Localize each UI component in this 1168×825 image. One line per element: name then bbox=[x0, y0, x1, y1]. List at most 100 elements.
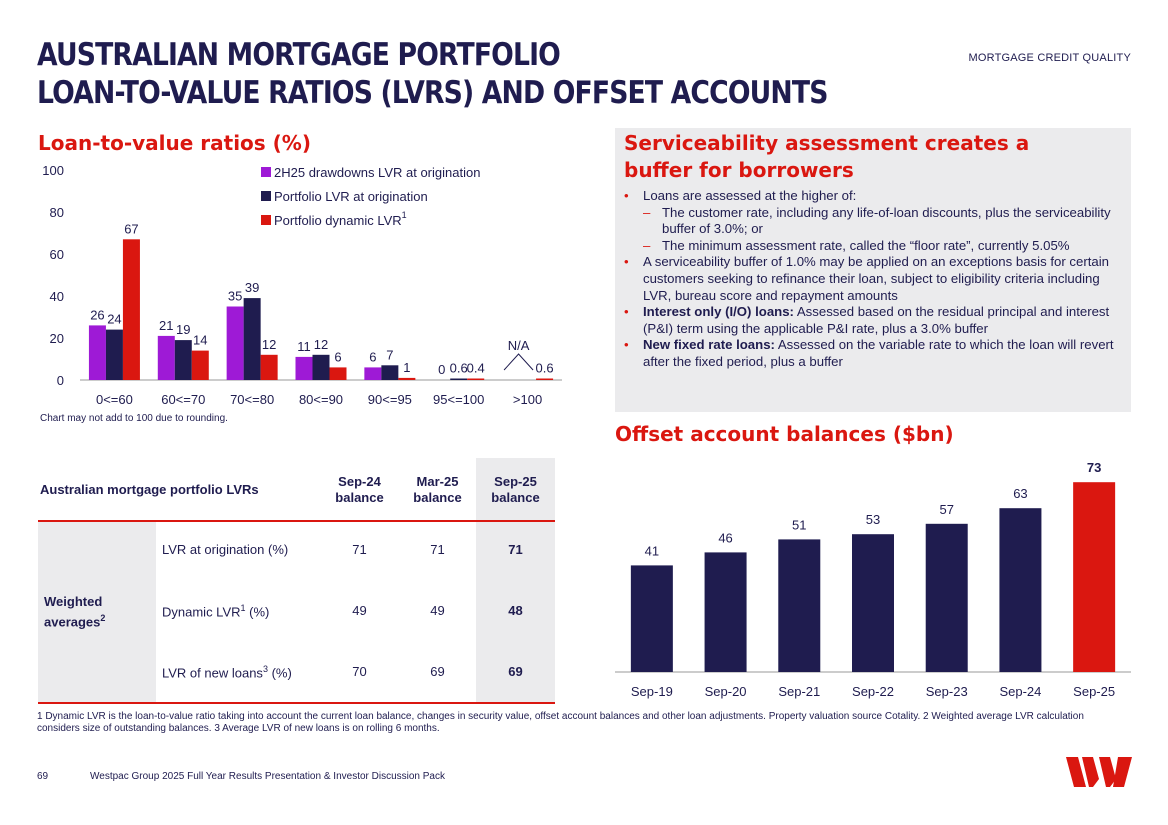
bar-value-label: 1 bbox=[403, 360, 410, 375]
bar-3-4 bbox=[398, 377, 416, 380]
col-header-sep25: Sep-25 balance bbox=[476, 474, 555, 506]
bar-value-label: 11 bbox=[297, 339, 311, 354]
offset-chart-heading: Offset account balances ($bn) bbox=[615, 422, 954, 446]
col-header-mar25: Mar-25 balance bbox=[398, 474, 477, 506]
serviceability-list: Loans are assessed at the higher of: The… bbox=[624, 188, 1129, 371]
col-header-sep24-l2: balance bbox=[335, 490, 384, 505]
row-3-sep24: 70 bbox=[352, 664, 367, 679]
westpac-logo bbox=[1066, 757, 1132, 787]
row-label-new-loans: LVR of new loans3 (%) bbox=[162, 664, 292, 680]
bar-3-6 bbox=[536, 378, 554, 380]
bar-value-label: 0 bbox=[438, 362, 445, 377]
y-tick-label: 100 bbox=[42, 163, 64, 178]
bar-3-5 bbox=[467, 378, 485, 380]
bar-value-label: 12 bbox=[314, 337, 328, 352]
row-group-label-l2-wrap: averages2 bbox=[44, 610, 105, 630]
row-2-sup: 1 bbox=[240, 603, 246, 613]
row-group-label-l2: averages bbox=[44, 614, 101, 630]
offset-x-tick-label: Sep-21 bbox=[778, 684, 820, 699]
col-header-sep25-l2: balance bbox=[491, 490, 540, 505]
col-header-mar25-l1: Mar-25 bbox=[416, 474, 459, 489]
lvr-legend: 2H25 drawdowns LVR at origination Portfo… bbox=[261, 160, 480, 232]
offset-bar-value: 51 bbox=[792, 517, 806, 532]
page-title-line-2: LOAN-TO-VALUE RATIOS (LVRS) AND OFFSET A… bbox=[37, 75, 828, 111]
bar-value-label: 6 bbox=[369, 349, 376, 364]
bar-value-label: 6 bbox=[334, 349, 341, 364]
row-1-label: LVR at origination (%) bbox=[162, 542, 289, 557]
row-label-dynamic-lvr: Dynamic LVR1 (%) bbox=[162, 603, 269, 619]
offset-bar-sep-22 bbox=[852, 534, 894, 672]
offset-bar-sep-25 bbox=[1073, 482, 1116, 672]
bar-value-label: 39 bbox=[245, 280, 259, 295]
table-bottom-rule bbox=[38, 702, 555, 704]
legend-label-portfolio-origination: Portfolio LVR at origination bbox=[274, 188, 428, 204]
offset-x-tick-label: Sep-23 bbox=[926, 684, 968, 699]
page-number: 69 bbox=[37, 771, 49, 782]
offset-bar-sep-20 bbox=[704, 552, 747, 672]
x-tick-label: >100 bbox=[513, 392, 542, 407]
legend-swatch-purple bbox=[261, 167, 271, 177]
col-header-sep24-l1: Sep-24 bbox=[338, 474, 381, 489]
legend-label-drawdowns: 2H25 drawdowns LVR at origination bbox=[274, 164, 481, 180]
table-header-rule bbox=[38, 520, 555, 522]
offset-x-tick-label: Sep-25 bbox=[1073, 684, 1115, 699]
bar-3-2 bbox=[260, 354, 278, 380]
offset-bar-value: 46 bbox=[718, 530, 732, 545]
y-tick-label: 0 bbox=[57, 373, 64, 388]
legend-item-portfolio-origination: Portfolio LVR at origination bbox=[261, 184, 480, 208]
page-title-line-1: AUSTRALIAN MORTGAGE PORTFOLIO bbox=[37, 37, 561, 73]
x-tick-label: 90<=95 bbox=[368, 392, 412, 407]
x-tick-label: 60<=70 bbox=[161, 392, 205, 407]
bar-2-4 bbox=[381, 365, 399, 380]
table-group-cell bbox=[38, 520, 156, 704]
bar-value-label: 67 bbox=[124, 221, 138, 236]
svc-bullet-4-text: Assessed on the variable rate to which t… bbox=[643, 337, 1114, 369]
footer-text: Westpac Group 2025 Full Year Results Pre… bbox=[90, 771, 445, 782]
bar-2-2 bbox=[243, 298, 261, 380]
offset-bar-value: 57 bbox=[939, 502, 953, 517]
legend-sup-dynamic: 1 bbox=[401, 210, 407, 220]
y-tick-label: 60 bbox=[50, 247, 64, 262]
legend-item-dynamic: Portfolio dynamic LVR 1 bbox=[261, 208, 480, 232]
bar-2-5 bbox=[450, 378, 468, 380]
svc-bullet-1b: The minimum assessment rate, called the … bbox=[624, 238, 1129, 255]
bar-1-0 bbox=[88, 325, 106, 380]
col-header-sep24: Sep-24 balance bbox=[320, 474, 399, 506]
bar-value-label: 12 bbox=[262, 337, 276, 352]
y-tick-label: 20 bbox=[50, 331, 64, 346]
offset-bar-sep-24 bbox=[999, 508, 1042, 672]
row-group-sup: 2 bbox=[100, 613, 106, 623]
offset-chart: 41 Sep-19 46 Sep-20 51 Sep-21 53 Sep-22 57 Sep-23… bbox=[615, 460, 1131, 699]
row-group-label-l1: Weighted bbox=[44, 594, 103, 609]
col-header-mar25-l2: balance bbox=[413, 490, 462, 505]
offset-bar-sep-23 bbox=[925, 523, 968, 672]
offset-x-tick-label: Sep-19 bbox=[631, 684, 673, 699]
bar-value-label: 0.6 bbox=[450, 361, 468, 376]
x-tick-label: 0<=60 bbox=[96, 392, 133, 407]
svc-bullet-3: Interest only (I/O) loans: Assessed base… bbox=[624, 304, 1129, 337]
legend-label-dynamic: Portfolio dynamic LVR bbox=[274, 212, 402, 228]
legend-swatch-navy bbox=[261, 191, 271, 201]
svc-bullet-4: New fixed rate loans: Assessed on the va… bbox=[624, 337, 1129, 370]
offset-x-tick-label: Sep-20 bbox=[705, 684, 747, 699]
row-label-lvr-origination: LVR at origination (%) bbox=[162, 542, 288, 557]
serviceability-panel: Serviceability assessment creates a buff… bbox=[615, 128, 1131, 412]
row-1-sep24: 71 bbox=[352, 542, 367, 557]
offset-bar-sep-19 bbox=[630, 565, 673, 672]
bar-value-label: 21 bbox=[159, 318, 173, 333]
svc-bullet-4-bold: New fixed rate loans: bbox=[643, 337, 775, 353]
footer: 69 Westpac Group 2025 Full Year Results P… bbox=[37, 771, 445, 782]
lvr-table: Australian mortgage portfolio LVRs Sep-2… bbox=[38, 458, 555, 704]
svc-bullet-2: A serviceability buffer of 1.0% may be a… bbox=[624, 254, 1129, 304]
legend-swatch-red bbox=[261, 215, 271, 225]
bar-value-label: 26 bbox=[90, 307, 104, 322]
offset-bar-value: 41 bbox=[645, 543, 659, 558]
svc-bullet-1: Loans are assessed at the higher of: bbox=[624, 188, 1129, 205]
section-tag: MORTGAGE CREDIT QUALITY bbox=[968, 52, 1131, 64]
bar-2-1 bbox=[174, 340, 192, 380]
table-title: Australian mortgage portfolio LVRs bbox=[40, 482, 259, 497]
offset-x-tick-label: Sep-22 bbox=[852, 684, 894, 699]
row-3-sep25: 69 bbox=[508, 664, 523, 679]
bar-value-label: 24 bbox=[107, 312, 121, 327]
